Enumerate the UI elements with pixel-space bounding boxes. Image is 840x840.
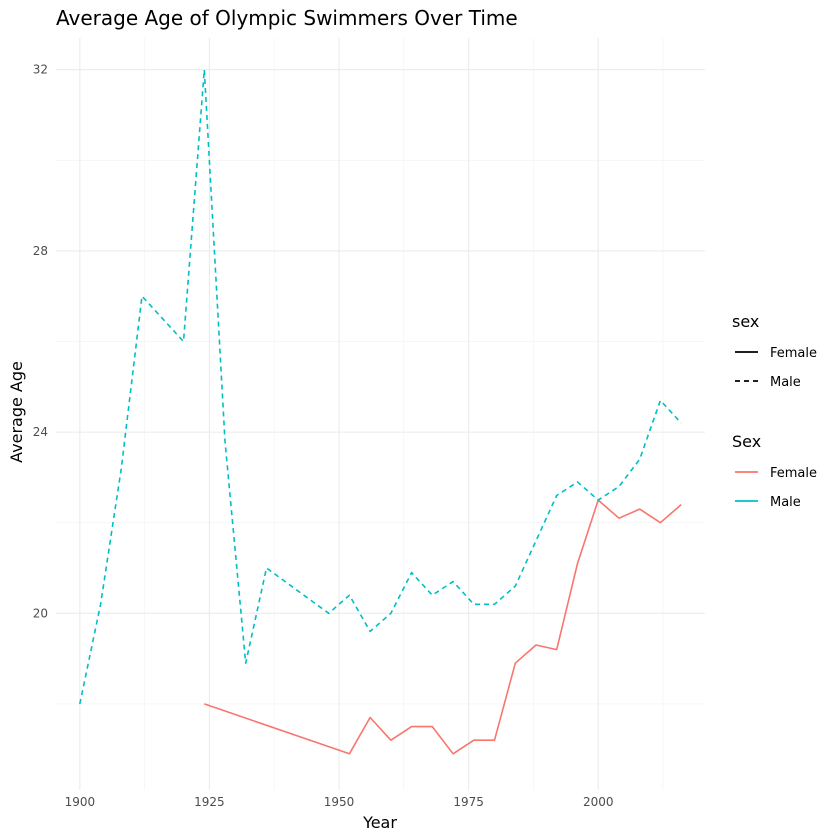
gridlines bbox=[56, 38, 705, 790]
y-tick-label: 28 bbox=[33, 244, 48, 258]
x-axis-ticks: 1900 1925 1950 1975 2000 bbox=[65, 795, 614, 809]
legend-label: Female bbox=[770, 346, 817, 361]
legend-label: Female bbox=[770, 466, 817, 481]
x-tick-label: 1925 bbox=[194, 795, 225, 809]
y-tick-label: 20 bbox=[33, 606, 48, 620]
legend: sex Female Male Sex Female Male bbox=[732, 312, 817, 510]
x-tick-label: 2000 bbox=[583, 795, 614, 809]
legend-title-1: Sex bbox=[732, 432, 761, 451]
series-line-female bbox=[204, 499, 682, 755]
x-tick-label: 1975 bbox=[453, 795, 484, 809]
x-tick-label: 1900 bbox=[65, 795, 96, 809]
y-tick-label: 24 bbox=[33, 425, 48, 439]
x-axis-title: Year bbox=[362, 813, 397, 832]
y-tick-label: 32 bbox=[33, 63, 48, 77]
y-axis-title: Average Age bbox=[7, 361, 26, 463]
x-tick-label: 1950 bbox=[324, 795, 355, 809]
y-axis-ticks: 20 24 28 32 bbox=[33, 63, 48, 621]
legend-label: Male bbox=[770, 375, 801, 390]
series-line-male bbox=[79, 68, 682, 705]
series-lines bbox=[79, 68, 682, 755]
chart-title: Average Age of Olympic Swimmers Over Tim… bbox=[56, 6, 518, 30]
legend-label: Male bbox=[770, 495, 801, 510]
legend-title-0: sex bbox=[732, 312, 759, 331]
